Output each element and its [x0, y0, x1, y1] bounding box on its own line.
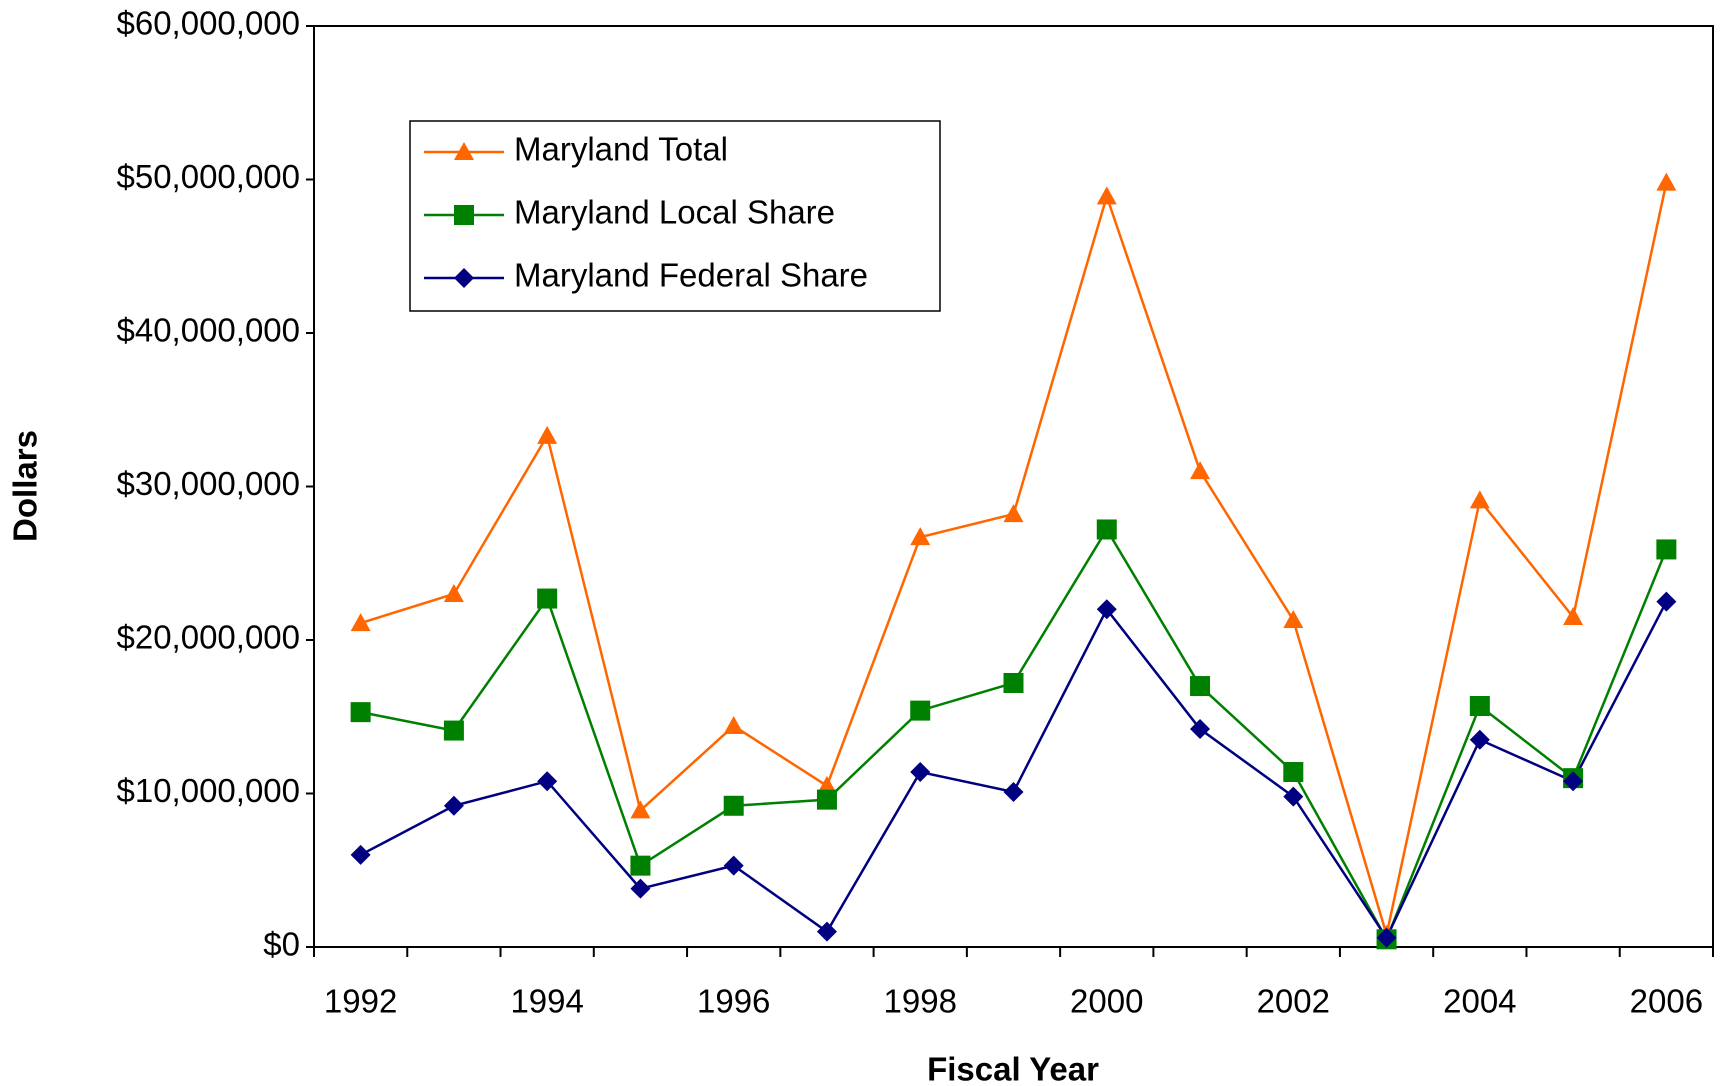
- marker: [910, 762, 931, 783]
- marker: [1376, 927, 1397, 948]
- marker: [816, 921, 837, 942]
- marker: [910, 700, 931, 721]
- marker: [630, 800, 651, 819]
- marker: [454, 268, 474, 288]
- marker: [723, 715, 744, 734]
- y-tick-label: $40,000,000: [116, 312, 300, 349]
- marker: [1096, 186, 1117, 205]
- marker: [443, 795, 464, 816]
- marker: [537, 588, 558, 609]
- x-tick-label: 2002: [1257, 983, 1330, 1020]
- marker: [1190, 676, 1211, 697]
- marker: [1190, 461, 1211, 480]
- marker: [537, 425, 558, 444]
- marker: [1563, 606, 1584, 625]
- marker: [1656, 539, 1677, 560]
- x-tick-label: 2006: [1630, 983, 1703, 1020]
- marker: [1283, 762, 1304, 783]
- marker: [723, 855, 744, 876]
- marker: [1656, 172, 1677, 191]
- marker: [1096, 519, 1117, 540]
- x-tick-label: 2004: [1443, 983, 1516, 1020]
- marker: [454, 205, 474, 225]
- marker: [816, 775, 837, 794]
- marker: [1190, 719, 1211, 740]
- legend-label: Maryland Federal Share: [514, 257, 868, 294]
- marker: [350, 613, 371, 632]
- y-tick-label: $0: [263, 926, 300, 963]
- x-tick-label: 1998: [884, 983, 957, 1020]
- x-tick-label: 1994: [510, 983, 583, 1020]
- marker: [1003, 781, 1024, 802]
- marker: [1563, 771, 1584, 792]
- legend-label: Maryland Total: [514, 131, 728, 168]
- marker: [443, 583, 464, 602]
- marker: [1283, 610, 1304, 629]
- legend-label: Maryland Local Share: [514, 194, 835, 231]
- marker: [1283, 786, 1304, 807]
- y-tick-label: $50,000,000: [116, 158, 300, 195]
- x-tick-label: 2000: [1070, 983, 1143, 1020]
- x-tick-label: 1992: [324, 983, 397, 1020]
- y-axis-title: Dollars: [7, 430, 44, 542]
- marker: [910, 527, 931, 546]
- marker: [350, 702, 371, 723]
- marker: [723, 795, 744, 816]
- marker: [454, 142, 474, 160]
- series-line: [360, 601, 1668, 941]
- marker: [1469, 729, 1490, 750]
- marker: [1469, 696, 1490, 717]
- marker: [350, 844, 371, 865]
- marker: [1096, 599, 1117, 620]
- marker: [1656, 591, 1677, 612]
- x-tick-label: 1996: [697, 983, 770, 1020]
- y-tick-label: $10,000,000: [116, 772, 300, 809]
- marker: [1003, 672, 1024, 693]
- marker: [630, 855, 651, 876]
- y-tick-label: $20,000,000: [116, 619, 300, 656]
- marker: [1469, 490, 1490, 509]
- marker: [630, 878, 651, 899]
- y-tick-label: $60,000,000: [116, 5, 300, 42]
- x-axis-title: Fiscal Year: [927, 1051, 1099, 1086]
- y-tick-label: $30,000,000: [116, 465, 300, 502]
- marker: [1003, 504, 1024, 523]
- marker: [443, 720, 464, 741]
- marker: [816, 789, 837, 810]
- marker: [537, 771, 558, 792]
